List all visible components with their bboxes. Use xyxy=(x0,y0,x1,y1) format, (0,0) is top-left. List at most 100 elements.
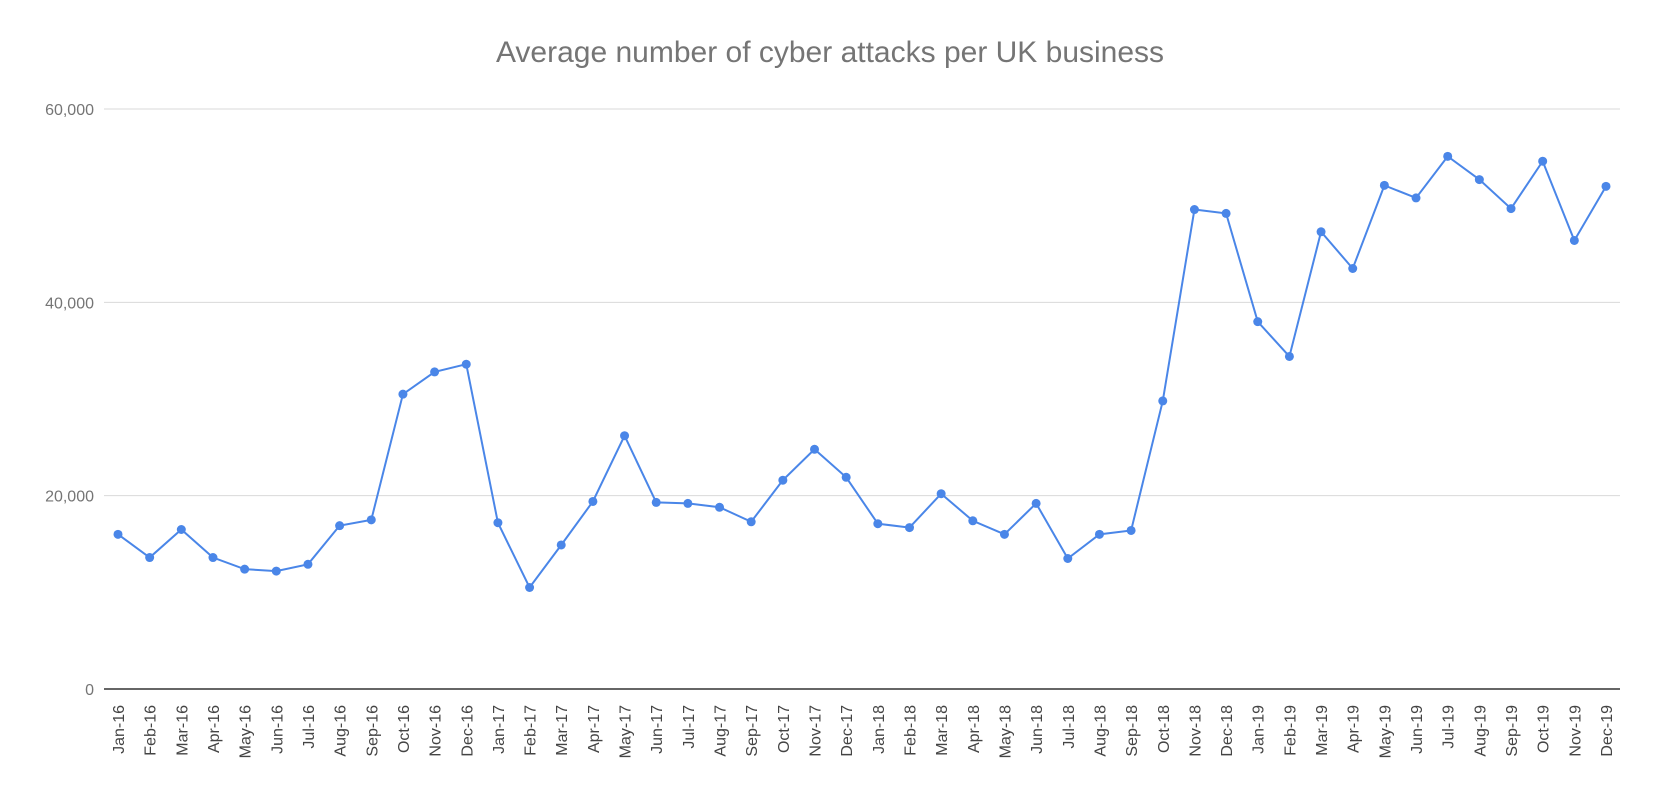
data-point-Apr-19 xyxy=(1348,264,1358,273)
data-point-Feb-16 xyxy=(145,553,155,563)
data-point-Sep-17 xyxy=(746,517,756,527)
data-point-Aug-17 xyxy=(715,502,725,512)
x-tick-label: May-19 xyxy=(1377,705,1394,758)
data-point-May-16 xyxy=(240,564,250,574)
x-tick-label: Dec-17 xyxy=(839,705,856,757)
x-tick-label: Sep-19 xyxy=(1504,705,1521,757)
x-tick-label: Mar-16 xyxy=(174,705,191,756)
x-tick-label: Jan-17 xyxy=(491,705,508,754)
x-tick-label: Nov-19 xyxy=(1567,705,1584,757)
data-point-Dec-17 xyxy=(841,472,851,482)
y-tick-label: 0 xyxy=(85,682,94,699)
data-point-Dec-18 xyxy=(1221,208,1231,218)
data-point-Nov-19 xyxy=(1569,235,1579,245)
data-point-Aug-19 xyxy=(1474,175,1484,185)
x-tick-label: Sep-16 xyxy=(364,705,381,757)
x-tick-label: Jun-19 xyxy=(1409,705,1426,754)
data-point-Jul-17 xyxy=(683,498,693,508)
data-point-Apr-16 xyxy=(208,553,218,563)
x-tick-label: Jul-18 xyxy=(1061,705,1078,749)
x-tick-label: Jun-17 xyxy=(649,705,666,754)
x-tick-label: Apr-17 xyxy=(586,705,603,753)
x-tick-label: Aug-16 xyxy=(333,705,350,757)
chart-title: Average number of cyber attacks per UK b… xyxy=(496,36,1164,69)
x-tick-label: Dec-19 xyxy=(1599,705,1616,757)
data-point-Jul-18 xyxy=(1063,554,1073,563)
data-point-Apr-17 xyxy=(588,496,598,506)
x-tick-label: Aug-19 xyxy=(1472,705,1489,757)
x-tick-label: Oct-16 xyxy=(396,705,413,753)
x-tick-label: Feb-17 xyxy=(523,705,540,756)
data-point-Sep-19 xyxy=(1506,204,1516,214)
x-tick-label: Oct-19 xyxy=(1536,705,1553,753)
data-point-Nov-18 xyxy=(1189,205,1199,215)
data-point-Sep-16 xyxy=(366,515,376,525)
data-point-Jan-19 xyxy=(1253,317,1263,327)
data-point-Oct-17 xyxy=(778,475,788,485)
x-tick-label: May-18 xyxy=(997,705,1014,758)
x-tick-label: Aug-18 xyxy=(1092,705,1109,757)
x-tick-label: Feb-16 xyxy=(143,705,160,756)
x-tick-label: Sep-17 xyxy=(744,705,761,757)
data-point-Jun-19 xyxy=(1411,193,1421,203)
data-point-Jun-18 xyxy=(1031,498,1041,508)
data-point-May-17 xyxy=(620,431,630,441)
data-point-Mar-17 xyxy=(556,540,566,550)
y-tick-label: 20,000 xyxy=(45,489,94,506)
data-point-Dec-19 xyxy=(1601,181,1611,191)
data-point-Jan-18 xyxy=(873,519,883,529)
data-point-May-19 xyxy=(1379,180,1389,190)
x-tick-label: Apr-18 xyxy=(966,705,983,753)
data-point-Feb-17 xyxy=(525,583,535,592)
x-tick-label: Sep-18 xyxy=(1124,705,1141,757)
data-point-Jan-17 xyxy=(493,518,503,528)
x-tick-label: Feb-19 xyxy=(1282,705,1299,756)
x-tick-label: Oct-17 xyxy=(776,705,793,753)
x-tick-label: Jul-19 xyxy=(1441,705,1458,749)
data-point-Apr-18 xyxy=(968,516,978,526)
y-axis-tick-labels: 0 20,000 40,000 60,000 xyxy=(45,102,94,699)
x-tick-label: Nov-18 xyxy=(1187,705,1204,757)
x-axis-tick-labels: Jan-16 Feb-16 Mar-16 Apr-16 May-16 Jun-16 Jul-… xyxy=(111,705,1616,758)
x-tick-label: Jan-19 xyxy=(1251,705,1268,754)
data-point-Mar-16 xyxy=(176,525,186,534)
x-tick-label: Mar-18 xyxy=(934,705,951,756)
data-point-Mar-18 xyxy=(936,489,946,499)
gridlines xyxy=(104,108,1620,497)
data-point-May-18 xyxy=(999,529,1009,539)
data-point-Oct-16 xyxy=(398,389,408,399)
data-point-Nov-16 xyxy=(430,367,440,377)
x-tick-label: Oct-18 xyxy=(1156,705,1173,753)
data-point-Jul-16 xyxy=(303,559,313,569)
data-point-Aug-18 xyxy=(1094,529,1104,539)
x-tick-label: Jan-18 xyxy=(871,705,888,754)
x-tick-label: Jun-16 xyxy=(269,705,286,754)
x-tick-label: Jul-17 xyxy=(681,705,698,749)
x-tick-label: Apr-16 xyxy=(206,705,223,753)
x-tick-label: Mar-19 xyxy=(1314,705,1331,756)
x-tick-label: Aug-17 xyxy=(713,705,730,757)
data-point-Nov-17 xyxy=(810,444,820,454)
series-line xyxy=(117,154,1607,590)
data-point-Feb-19 xyxy=(1284,351,1294,361)
y-tick-label: 40,000 xyxy=(45,295,94,312)
x-tick-label: Nov-16 xyxy=(428,705,445,757)
data-point-Jul-19 xyxy=(1443,151,1453,161)
data-point-Aug-16 xyxy=(335,521,345,531)
data-point-Jun-16 xyxy=(271,566,281,576)
x-tick-label: Dec-18 xyxy=(1219,705,1236,757)
x-tick-label: Dec-16 xyxy=(459,705,476,757)
x-tick-label: May-16 xyxy=(238,705,255,758)
data-point-Jan-16 xyxy=(113,529,123,539)
x-tick-label: Feb-18 xyxy=(902,705,919,756)
x-tick-label: Jul-16 xyxy=(301,705,318,749)
data-point-Dec-16 xyxy=(461,359,471,369)
data-point-Oct-19 xyxy=(1538,156,1548,166)
x-tick-label: Mar-17 xyxy=(554,705,571,756)
y-tick-label: 60,000 xyxy=(45,102,94,119)
data-point-Mar-19 xyxy=(1316,227,1326,237)
x-tick-label: Nov-17 xyxy=(808,705,825,757)
series-group xyxy=(113,151,1611,592)
data-point-Feb-18 xyxy=(904,523,914,533)
